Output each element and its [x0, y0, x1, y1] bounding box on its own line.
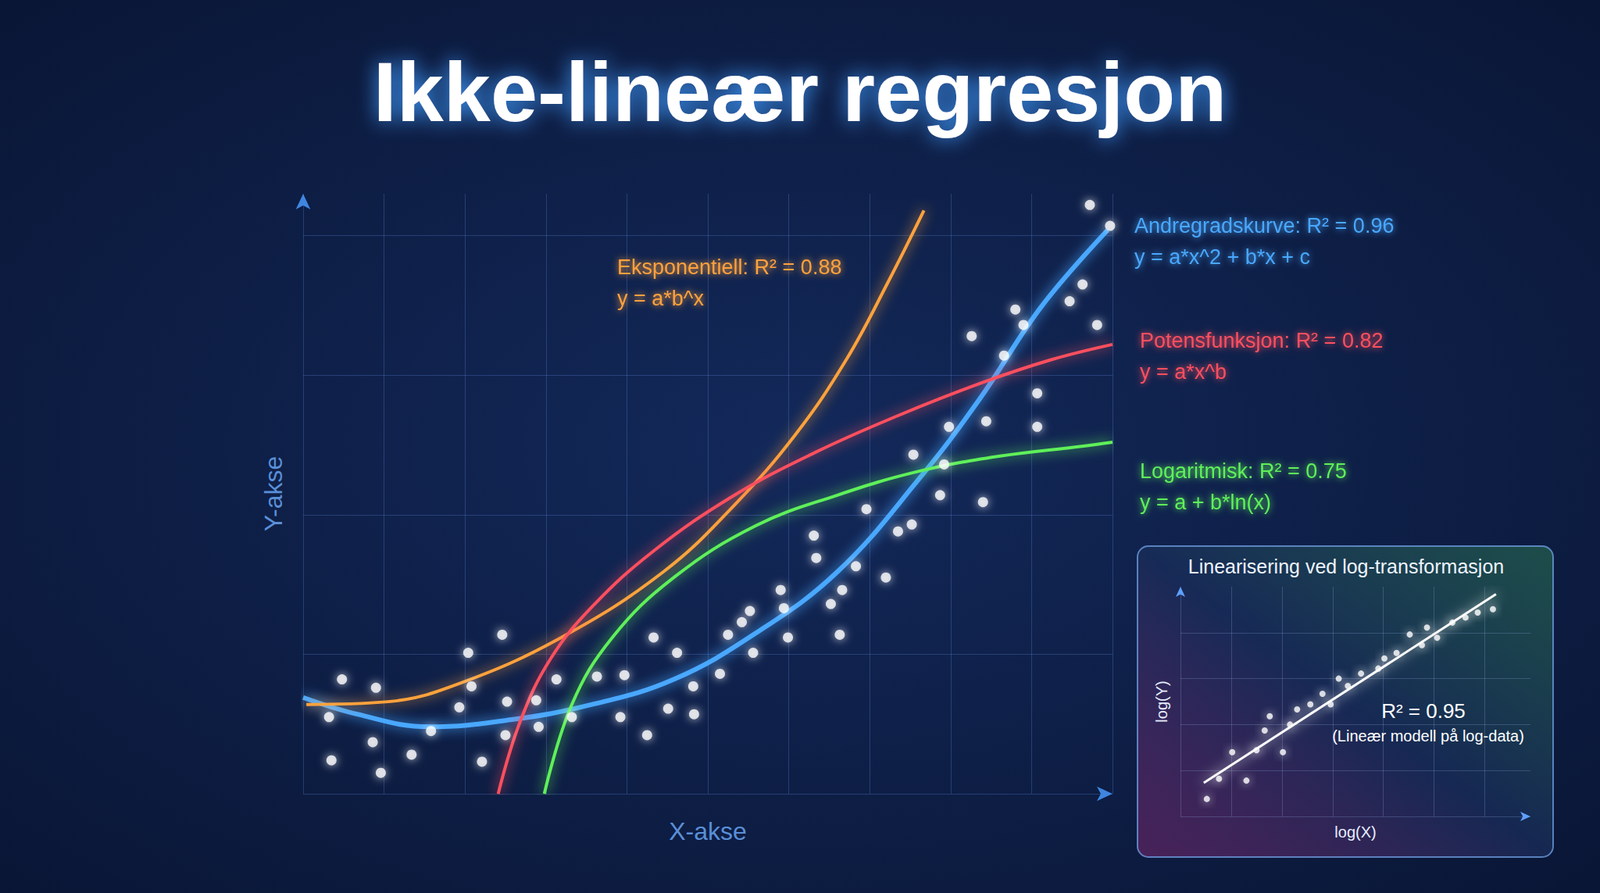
svg-text:log(X): log(X) [1334, 823, 1376, 841]
svg-text:y = a*b^x: y = a*b^x [617, 286, 704, 311]
svg-text:Andregradskurve: R² = 0.96: Andregradskurve: R² = 0.96 [1134, 214, 1394, 238]
svg-text:Logaritmisk: R² = 0.75: Logaritmisk: R² = 0.75 [1139, 459, 1347, 483]
svg-text:log(Y): log(Y) [1153, 680, 1171, 722]
svg-text:Eksponentiell: R² = 0.88: Eksponentiell: R² = 0.88 [617, 255, 842, 279]
svg-text:R² = 0.95: R² = 0.95 [1381, 699, 1466, 723]
svg-text:(Lineær modell på log-data): (Lineær modell på log-data) [1332, 727, 1525, 745]
svg-text:y = a*x^2 + b*x + c: y = a*x^2 + b*x + c [1134, 245, 1311, 269]
svg-text:Linearisering ved log-transfor: Linearisering ved log-transformasjon [1188, 555, 1504, 578]
svg-text:Potensfunksjon: R² = 0.82: Potensfunksjon: R² = 0.82 [1139, 328, 1383, 353]
svg-text:Y-akse: Y-akse [259, 456, 288, 533]
svg-text:y = a + b*ln(x): y = a + b*ln(x) [1139, 490, 1272, 515]
svg-text:Ikke-lineær regresjon: Ikke-lineær regresjon [373, 44, 1227, 140]
svg-text:y = a*x^b: y = a*x^b [1139, 360, 1227, 384]
svg-text:X-akse: X-akse [668, 817, 747, 846]
